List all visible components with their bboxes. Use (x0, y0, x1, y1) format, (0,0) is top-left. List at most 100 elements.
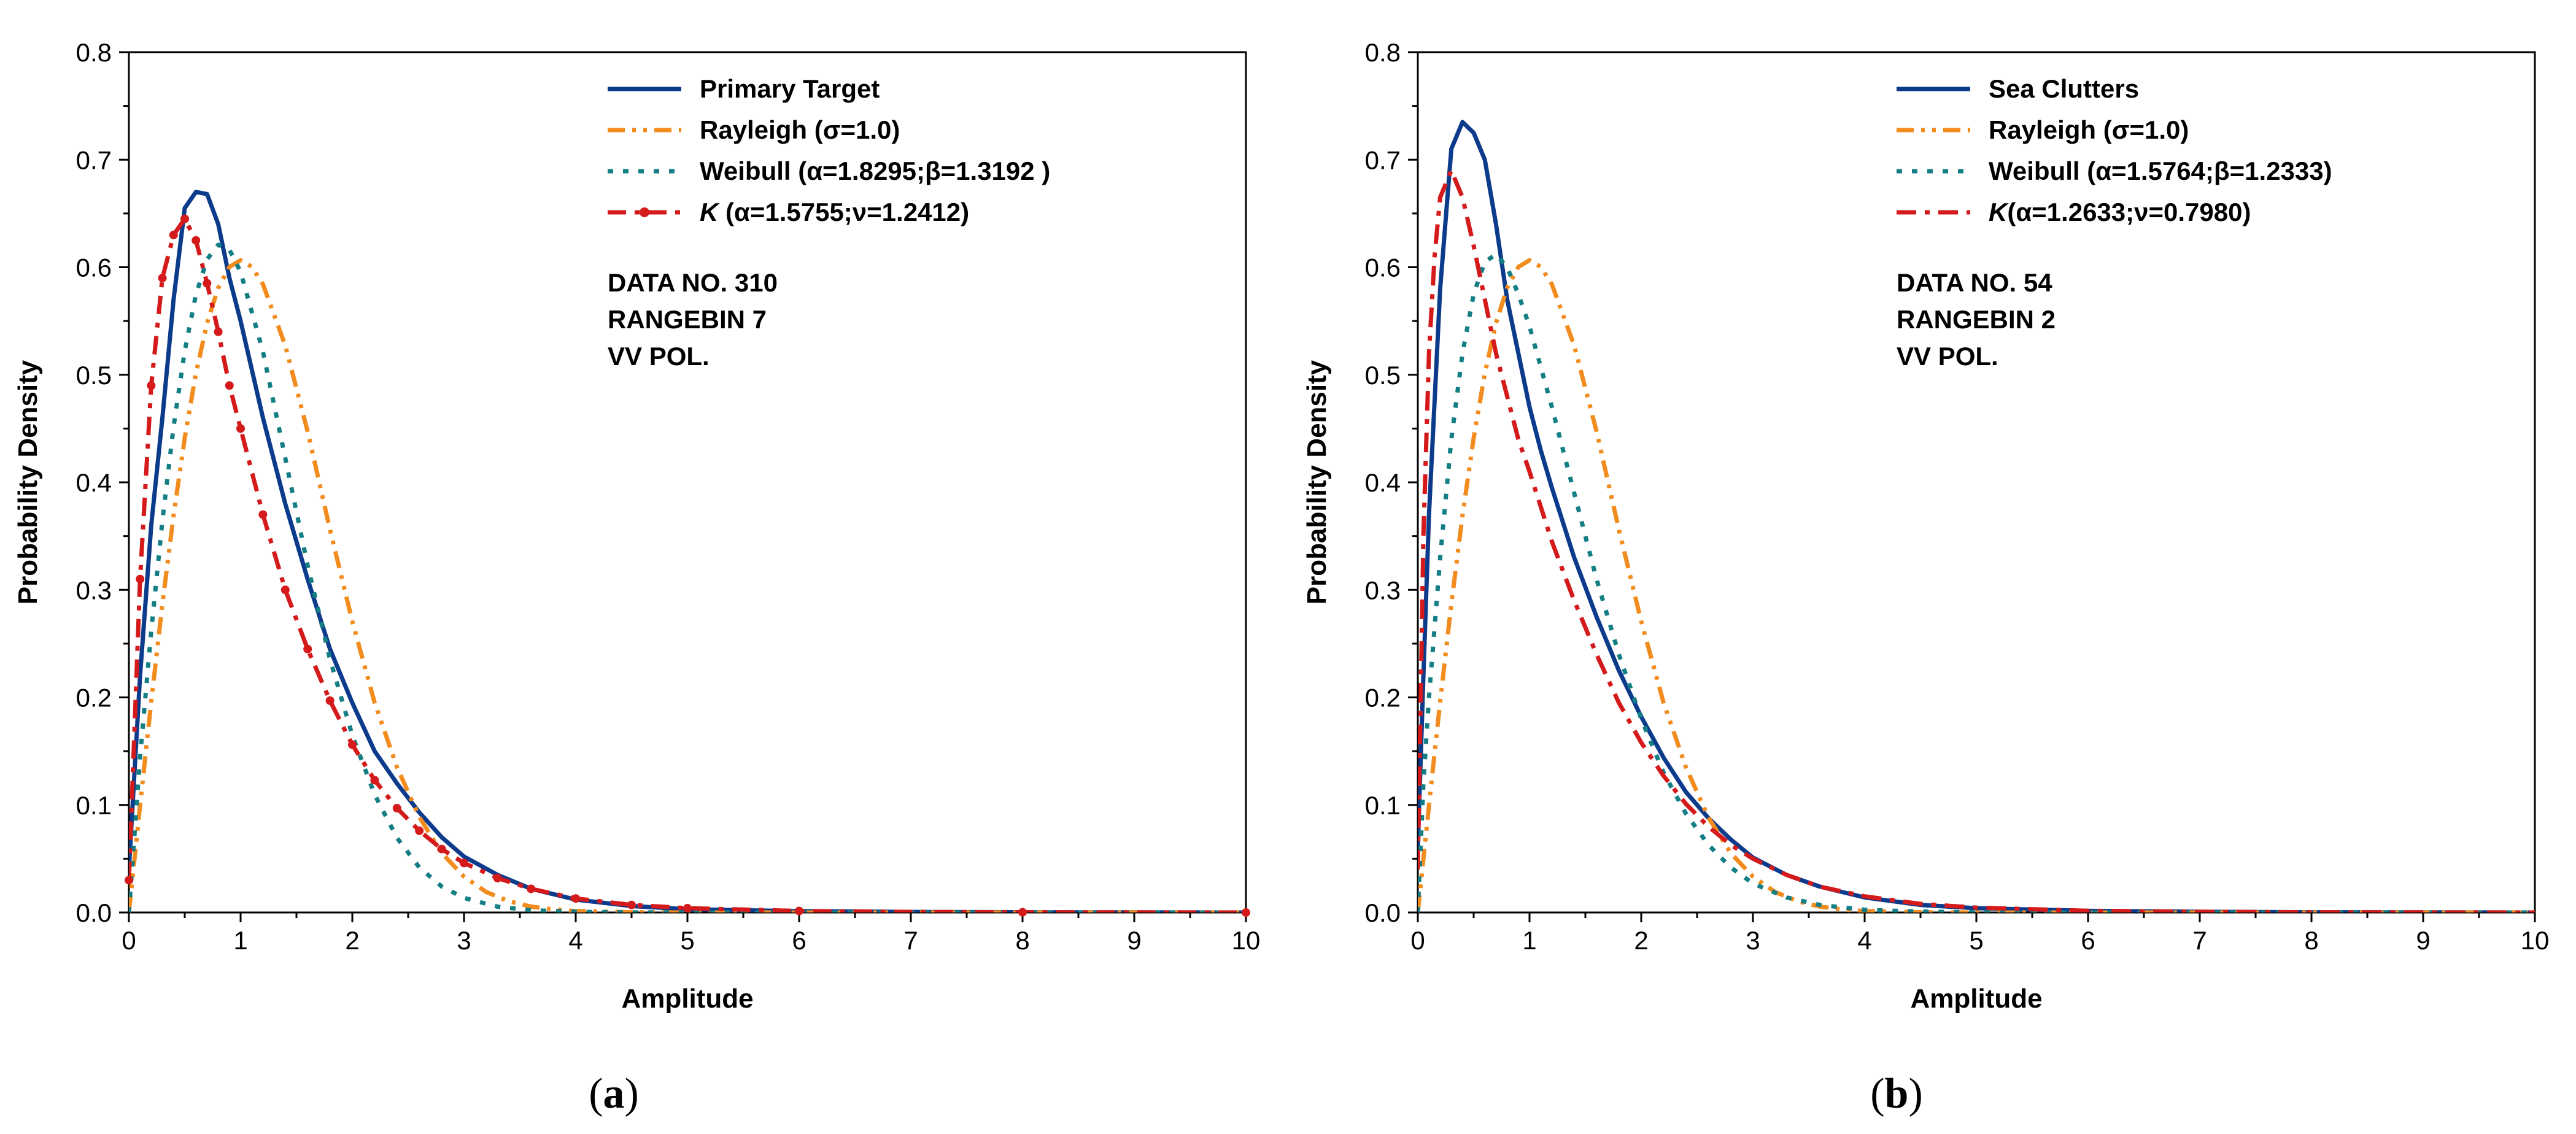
series-marker (203, 279, 212, 288)
x-axis-title: Amplitude (621, 984, 753, 1014)
legend-marker (640, 207, 649, 217)
annotation-text: DATA NO. 54 (1897, 268, 2052, 297)
y-tick-label: 0.2 (1365, 684, 1401, 712)
y-tick-label: 0.5 (1365, 361, 1401, 390)
series-marker (180, 214, 189, 223)
legend-label: Rayleigh (σ=1.0) (700, 115, 900, 144)
series-marker (136, 574, 145, 584)
series-line-0 (129, 190, 1246, 912)
y-axis-title: Probability Density (13, 360, 43, 604)
x-tick-label: 1 (233, 926, 247, 955)
series-marker (348, 740, 357, 749)
legend-label: Weibull (α=1.8295;β=1.3192 ) (700, 156, 1050, 185)
annotation-text: VV POL. (1897, 342, 1998, 371)
series-marker (1018, 908, 1027, 917)
series-marker (627, 900, 636, 909)
series-marker (493, 873, 502, 882)
legend-label: Rayleigh (σ=1.0) (1989, 115, 2189, 144)
series-marker (527, 884, 536, 893)
y-tick-label: 0.4 (76, 468, 112, 497)
x-tick-label: 2 (1634, 926, 1648, 955)
y-tick-label: 0.0 (1365, 898, 1401, 927)
series-line-3 (1418, 168, 2535, 912)
x-tick-label: 1 (1522, 926, 1536, 955)
x-tick-label: 4 (1857, 926, 1871, 955)
legend-label: Primary Target (700, 74, 880, 103)
series-marker (147, 381, 156, 390)
x-tick-label: 6 (2081, 926, 2095, 955)
y-tick-label: 0.1 (76, 791, 112, 820)
series-marker (683, 903, 692, 912)
x-tick-label: 9 (1127, 926, 1141, 955)
plot-frame (128, 51, 1247, 914)
annotation-text: DATA NO. 310 (608, 268, 778, 297)
plot-frame (1417, 51, 2536, 914)
series-marker (325, 696, 335, 705)
y-tick-label: 0.2 (76, 684, 112, 712)
x-tick-label: 9 (2416, 926, 2430, 955)
series-line-0 (1418, 120, 2535, 912)
x-tick-label: 4 (568, 926, 582, 955)
series-marker (125, 876, 133, 885)
x-tick-label: 5 (1969, 926, 1983, 955)
x-tick-label: 7 (903, 926, 918, 955)
series-marker (225, 381, 234, 390)
legend-label-rest: (α=1.5755;ν=1.2412) (718, 198, 969, 226)
x-tick-label: 10 (2521, 926, 2550, 955)
legend-label-italic: K (700, 198, 720, 226)
x-tick-label: 7 (2192, 926, 2207, 955)
y-tick-label: 0.6 (1365, 253, 1401, 282)
legend-label-rest: Weibull (α=1.5764;β=1.2333) (1989, 156, 2332, 185)
legend-label: K (α=1.5755;ν=1.2412) (700, 198, 969, 226)
legend-label-rest: (α=1.2633;ν=0.7980) (2007, 198, 2251, 226)
y-tick-label: 0.5 (76, 361, 112, 390)
y-tick-label: 0.0 (76, 898, 112, 927)
panel-caption: (a) (589, 1070, 639, 1117)
legend-label-rest: Primary Target (700, 74, 880, 103)
legend-label: Sea Clutters (1989, 74, 2139, 103)
series-marker (280, 585, 290, 595)
y-tick-label: 0.4 (1365, 468, 1401, 497)
y-tick-label: 0.7 (1365, 145, 1401, 174)
y-tick-label: 0.3 (1365, 576, 1401, 604)
series-marker (1242, 908, 1250, 917)
x-tick-label: 0 (1410, 926, 1425, 955)
x-tick-label: 10 (1232, 926, 1261, 955)
series-marker (303, 644, 312, 654)
x-tick-label: 3 (457, 926, 471, 955)
y-tick-label: 0.6 (76, 253, 112, 282)
x-tick-label: 3 (1746, 926, 1760, 955)
x-tick-label: 5 (680, 926, 694, 955)
legend-label-rest: Sea Clutters (1989, 74, 2139, 103)
series-marker (415, 826, 424, 835)
legend-label: K(α=1.2633;ν=0.7980) (1989, 198, 2251, 226)
y-axis-title: Probability Density (1302, 360, 1332, 604)
legend-label-rest: Weibull (α=1.8295;β=1.3192 ) (700, 156, 1050, 185)
series-marker (392, 804, 401, 813)
chart-panel-a: 0 1 2 3 4 5 6 7 8 9 10 0.0 0.1 0.2 0.3 0.4 0.5 0.6 0.7 0.8 A… (13, 38, 1260, 1117)
y-tick-label: 0.8 (1365, 38, 1401, 67)
annotation-text: RANGEBIN 2 (1897, 305, 2056, 334)
series-marker (460, 858, 468, 868)
series-line-2 (1418, 252, 2535, 912)
x-tick-label: 6 (792, 926, 806, 955)
y-tick-label: 0.8 (76, 38, 112, 67)
series-marker (795, 906, 803, 916)
panel-caption: (b) (1870, 1070, 1923, 1117)
series-marker (437, 844, 446, 854)
y-tick-label: 0.3 (76, 576, 112, 604)
x-tick-label: 0 (122, 926, 136, 955)
series-marker (370, 776, 379, 785)
annotation-text: RANGEBIN 7 (608, 305, 767, 334)
x-tick-label: 2 (345, 926, 359, 955)
legend-label-italic: K (1989, 198, 2009, 226)
series-marker (169, 230, 178, 239)
legend-label-rest: Rayleigh (σ=1.0) (700, 115, 900, 144)
legend-label: Weibull (α=1.5764;β=1.2333) (1989, 156, 2332, 185)
legend-label-rest: Rayleigh (σ=1.0) (1989, 115, 2189, 144)
chart-panel-b: 0 1 2 3 4 5 6 7 8 9 10 0.0 0.1 0.2 0.3 0.4 0.5 0.6 0.7 0.8 A… (1302, 38, 2549, 1117)
annotation-text: VV POL. (608, 342, 710, 371)
series-marker (236, 424, 245, 433)
x-axis-title: Amplitude (1910, 984, 2042, 1014)
